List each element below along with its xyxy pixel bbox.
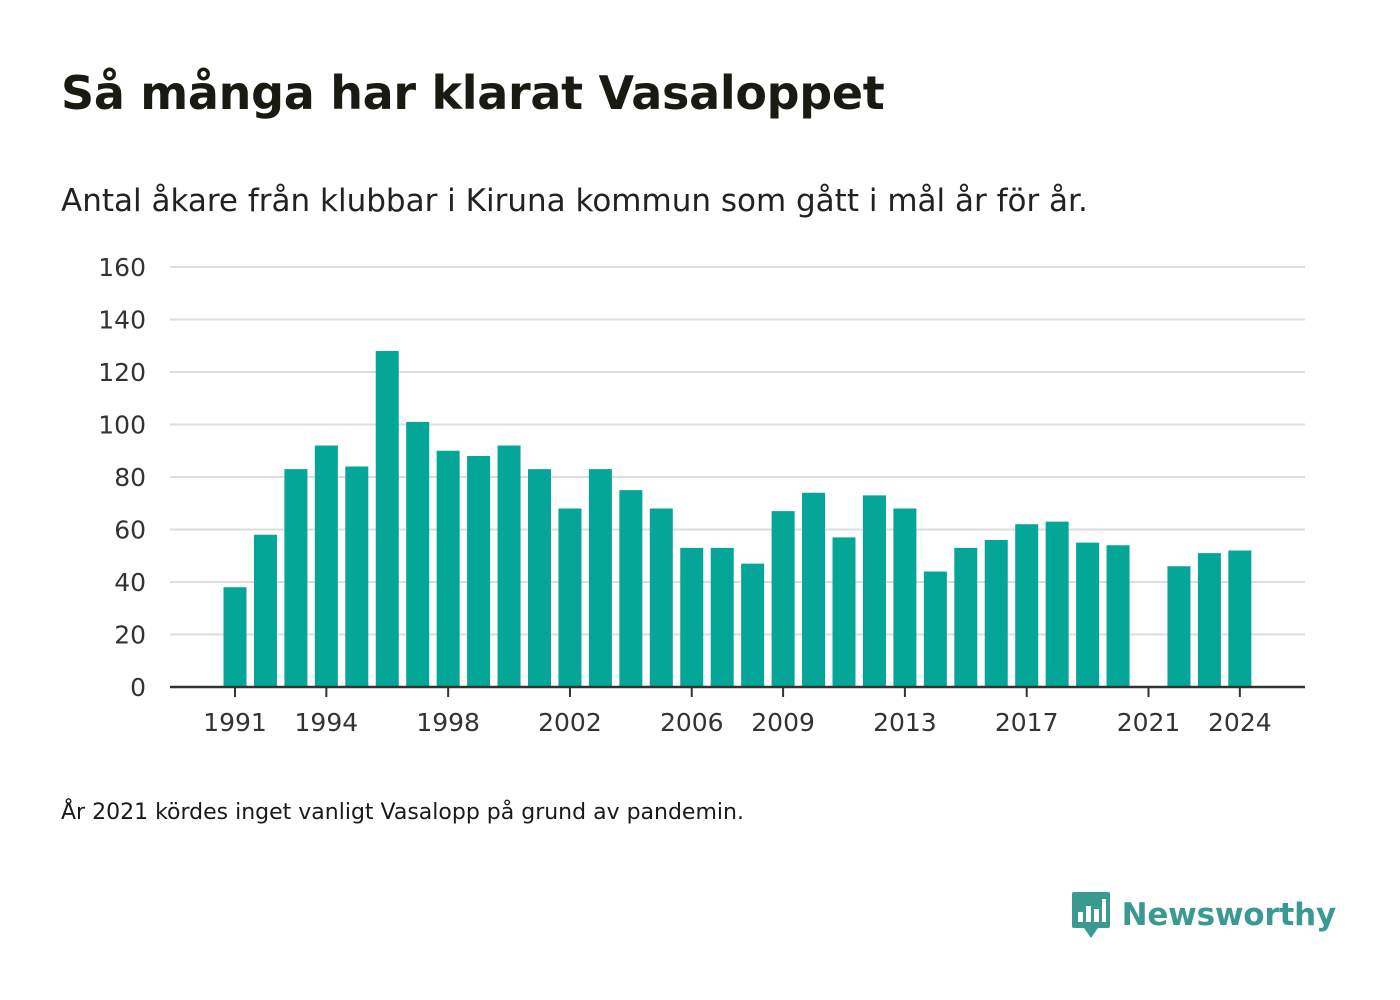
newsworthy-logo-icon — [1071, 892, 1110, 938]
bar-2012 — [862, 495, 886, 687]
chart-subtitle: Antal åkare från klubbar i Kiruna kommun… — [61, 183, 1088, 219]
x-tick-label: 2009 — [751, 708, 815, 737]
bar-chart: 0 20 40 60 80 100 120 140 160 1991 1994 1998 2002 20… — [98, 253, 1305, 737]
bar-2003 — [588, 469, 612, 687]
bar-1994 — [314, 445, 338, 687]
bar-1998 — [436, 450, 460, 687]
gridlines — [170, 266, 1305, 636]
x-tick-label: 2002 — [538, 708, 602, 737]
y-tick-label: 100 — [98, 411, 146, 440]
x-tick-label: 2013 — [873, 708, 937, 737]
y-axis-ticks: 0 20 40 60 80 100 120 140 160 — [98, 253, 146, 702]
bar-2023 — [1197, 553, 1221, 687]
bar-2007 — [710, 547, 734, 687]
brand-name: Newsworthy — [1121, 897, 1337, 933]
bar-2022 — [1167, 566, 1191, 687]
y-tick-label: 60 — [114, 516, 146, 545]
bar-2013 — [893, 508, 917, 687]
bar-1997 — [406, 421, 430, 687]
bar-1993 — [284, 469, 308, 687]
x-tick-label: 2021 — [1117, 708, 1181, 737]
bar-2016 — [984, 540, 1008, 687]
bars — [223, 351, 1252, 687]
bar-2006 — [680, 547, 704, 687]
bar-2018 — [1045, 521, 1069, 687]
bar-2020 — [1106, 545, 1130, 687]
x-axis-ticks: 1991 1994 1998 2002 2006 2009 2013 2017 2021 2024 — [203, 687, 1272, 737]
footnote: År 2021 kördes inget vanligt Vasalopp på… — [61, 800, 744, 825]
x-tick-label: 2024 — [1208, 708, 1272, 737]
y-tick-label: 0 — [130, 673, 146, 702]
bar-1995 — [345, 466, 369, 687]
bar-2005 — [649, 508, 673, 687]
bar-2001 — [528, 469, 551, 687]
bar-1996 — [375, 351, 399, 687]
x-tick-label: 2006 — [660, 708, 724, 737]
bar-2010 — [802, 492, 826, 687]
x-tick-label: 1991 — [203, 708, 267, 737]
y-tick-label: 80 — [114, 463, 146, 492]
bar-2017 — [1015, 524, 1039, 687]
y-tick-label: 20 — [114, 621, 146, 650]
bar-2000 — [497, 445, 521, 687]
bar-2009 — [771, 511, 795, 687]
bar-2019 — [1076, 542, 1100, 687]
bar-2004 — [619, 490, 643, 687]
bar-1991 — [223, 587, 247, 687]
bar-1999 — [467, 456, 491, 687]
bar-1992 — [253, 534, 277, 687]
y-tick-label: 120 — [98, 358, 146, 387]
x-tick-label: 1998 — [416, 708, 480, 737]
bar-2011 — [832, 537, 856, 687]
bar-2015 — [954, 547, 978, 687]
bar-2024 — [1228, 550, 1252, 687]
chart-title: Så många har klarat Vasaloppet — [61, 66, 885, 120]
y-tick-label: 140 — [98, 306, 146, 335]
bar-2008 — [741, 563, 765, 687]
bar-2014 — [923, 571, 947, 687]
x-tick-label: 2017 — [995, 708, 1059, 737]
bar-2002 — [558, 508, 582, 687]
x-tick-label: 1994 — [295, 708, 359, 737]
y-tick-label: 40 — [114, 568, 146, 597]
y-tick-label: 160 — [98, 253, 146, 282]
brand-logo: Newsworthy — [1070, 890, 1336, 940]
